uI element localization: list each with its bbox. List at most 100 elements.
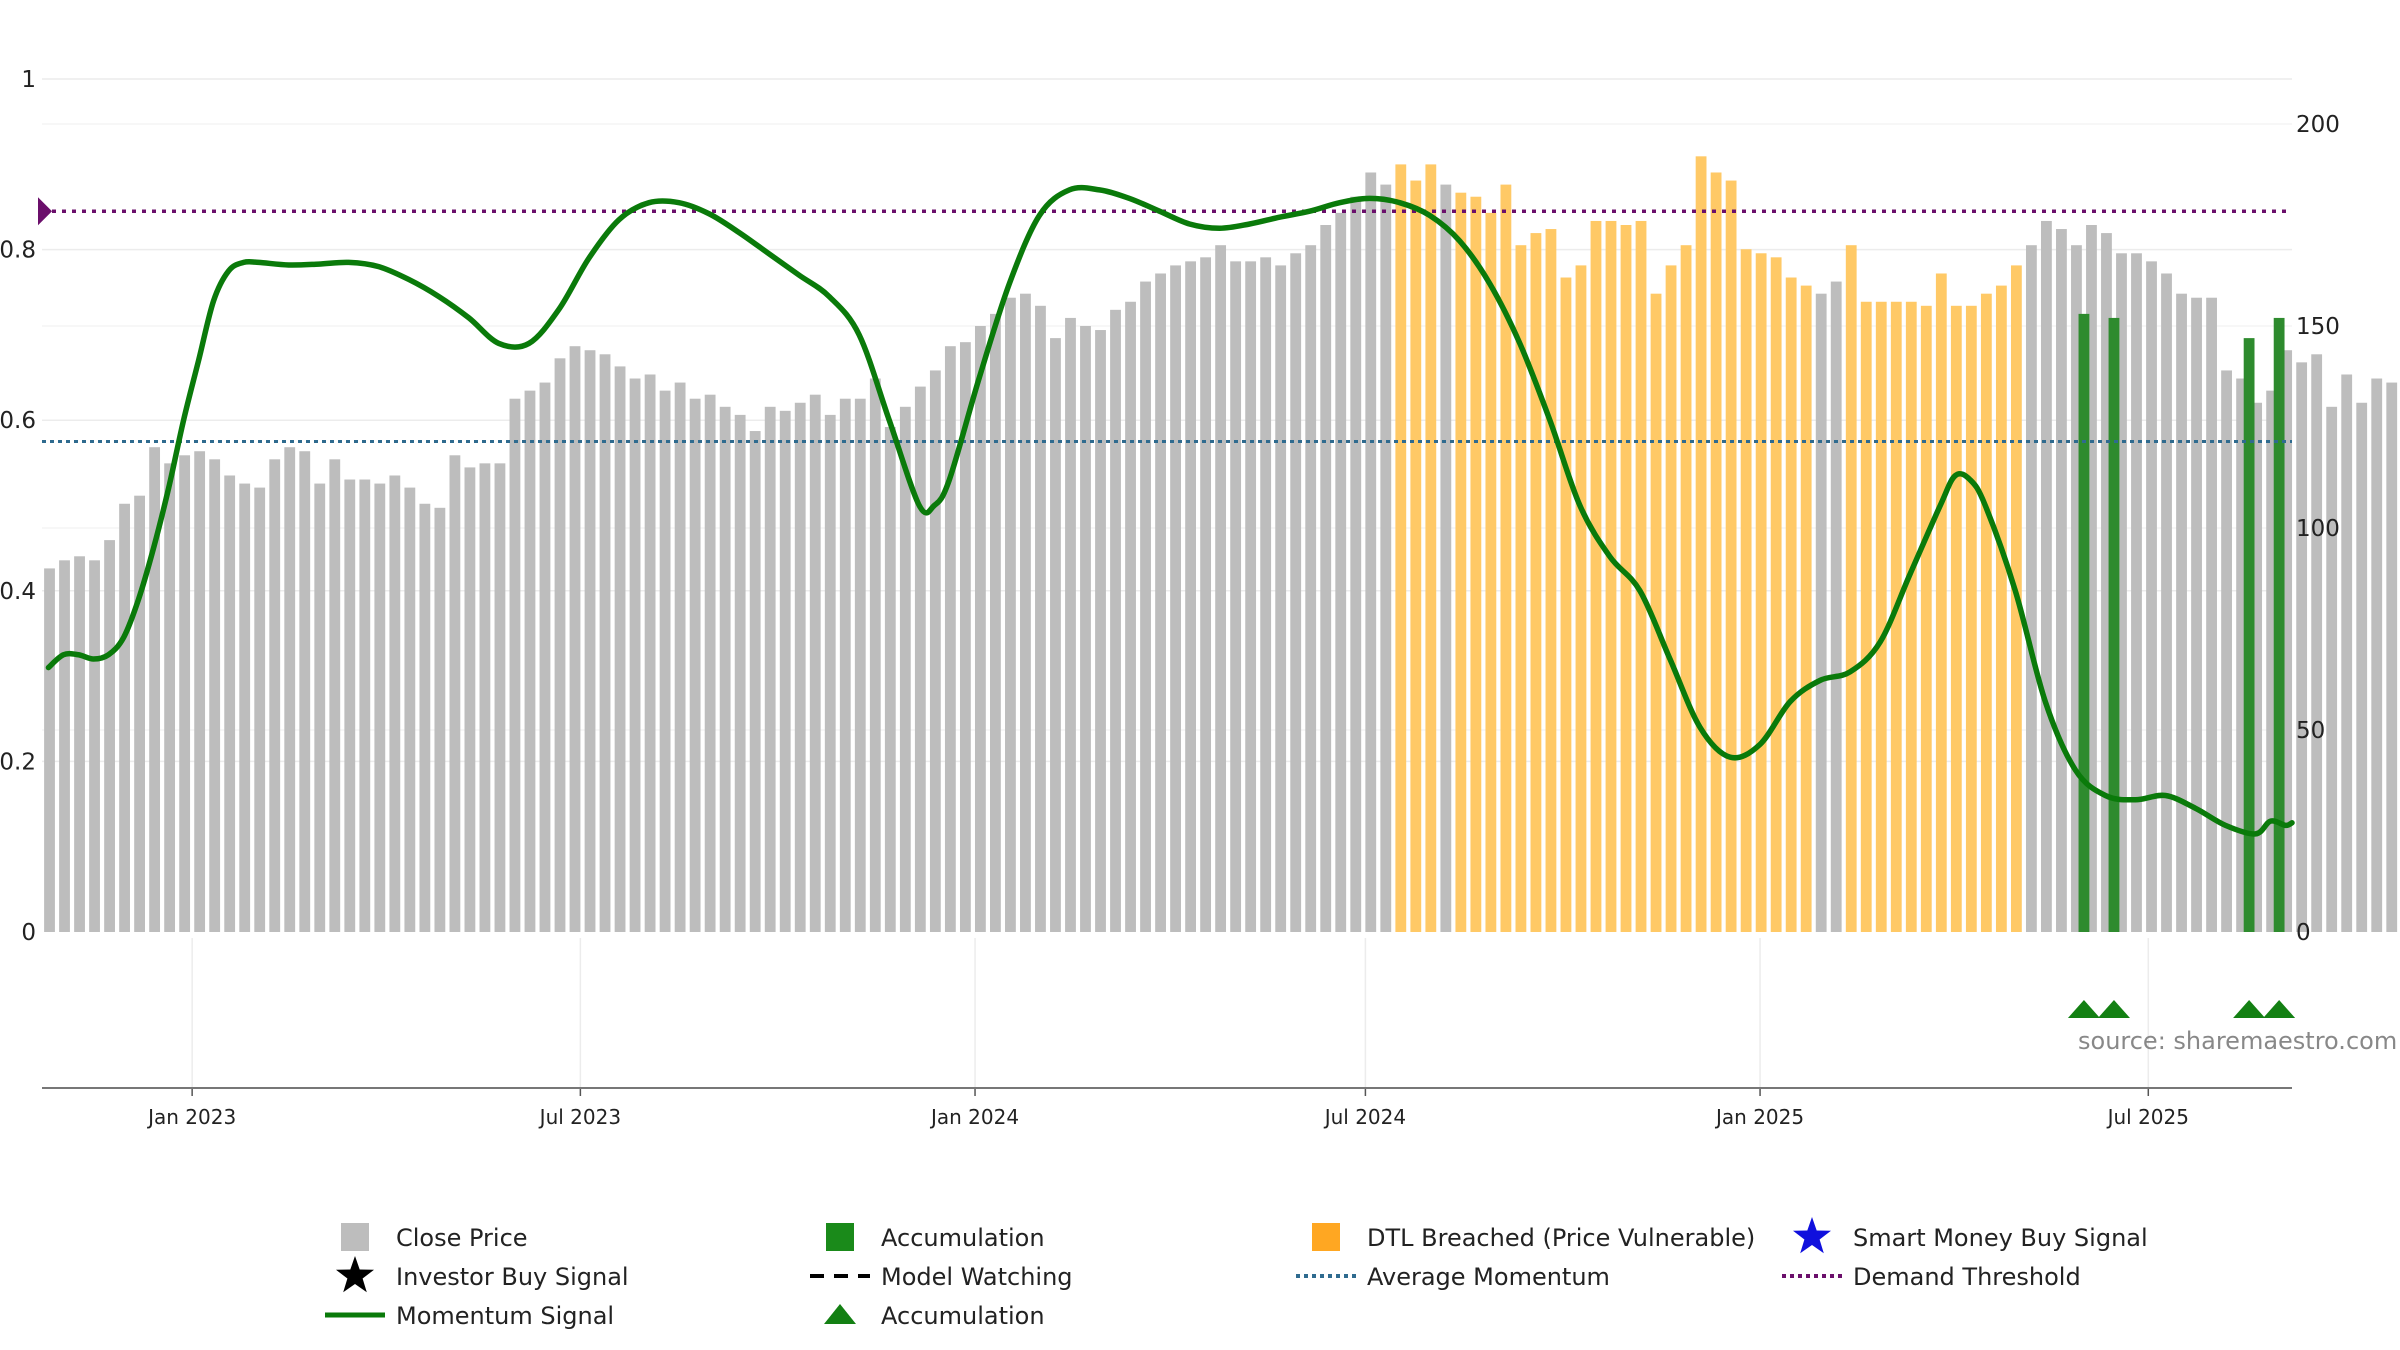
price-bar	[1080, 326, 1091, 932]
dtl-breached-bar	[1740, 249, 1752, 933]
dtl-breached-bar	[1665, 265, 1677, 932]
square-icon	[341, 1223, 369, 1251]
price-bar	[2071, 245, 2082, 932]
price-bar	[839, 398, 851, 933]
accumulation-triangle	[2067, 1000, 2100, 1018]
momentum-signal-line	[45, 184, 2295, 837]
legend-label: Average Momentum	[1367, 1263, 1610, 1291]
price-bar	[419, 503, 431, 932]
price-bar	[704, 394, 716, 932]
price-bar	[134, 495, 145, 932]
price-bar	[1440, 184, 1452, 933]
star-icon	[336, 1256, 374, 1293]
dtl-breached-bar	[1455, 192, 1467, 932]
dtl-breached-bar	[1875, 301, 1887, 932]
dtl-breached-bar	[1920, 305, 1932, 932]
price-bar	[149, 447, 161, 932]
dtl-breached-bar	[1890, 301, 1902, 932]
price-bar	[1350, 196, 1362, 933]
price-bar	[929, 370, 941, 932]
price-bar	[2161, 273, 2172, 933]
price-bar	[1140, 281, 1151, 932]
accumulation-triangle	[2097, 1000, 2130, 1018]
star-icon	[1793, 1217, 1831, 1254]
price-bar	[990, 313, 1001, 932]
price-bar	[764, 406, 776, 932]
price-bar	[1305, 245, 1317, 932]
dtl-breached-bar	[1470, 196, 1482, 933]
dtl-breached-bar	[1980, 293, 1992, 932]
price-bar	[1200, 257, 1212, 932]
dtl-breached-bar	[1845, 245, 1857, 932]
accumulation-triangle	[2263, 1000, 2296, 1018]
price-bar	[464, 467, 476, 932]
price-bar	[179, 455, 191, 932]
price-bar	[2206, 297, 2217, 933]
price-bar	[1020, 293, 1031, 932]
left-tick-label: 0.2	[0, 749, 36, 775]
price-bar	[254, 487, 266, 932]
dtl-breached-bar	[1950, 305, 1962, 932]
price-bar	[269, 459, 281, 932]
price-bar	[884, 427, 896, 932]
legend-label: Accumulation	[881, 1302, 1045, 1330]
dtl-breached-bar	[1725, 180, 1737, 932]
price-bar	[509, 398, 521, 933]
legend-item: Smart Money Buy Signal	[1793, 1217, 2148, 1254]
price-bar	[2086, 225, 2097, 932]
price-bar	[2116, 253, 2127, 932]
price-bar	[299, 451, 311, 932]
price-bar	[2025, 245, 2037, 932]
price-bar	[1335, 212, 1347, 932]
price-bar	[959, 342, 971, 932]
dtl-breached-bar	[1395, 164, 1407, 932]
price-bar	[659, 390, 671, 932]
price-bar	[2371, 378, 2383, 932]
price-bar	[374, 483, 386, 932]
dtl-breached-bar	[1650, 293, 1662, 932]
dtl-breached-bar	[1785, 277, 1797, 932]
dtl-breached-bar	[1755, 253, 1767, 932]
accumulation-bar	[2243, 338, 2255, 932]
accumulation-bar	[2078, 313, 2090, 932]
price-bar	[794, 402, 806, 932]
price-bar	[899, 406, 911, 932]
x-tick-label: Jul 2025	[2106, 1105, 2189, 1129]
dtl-breached-bar	[1575, 265, 1587, 932]
price-bar	[74, 556, 85, 932]
price-bar	[344, 479, 356, 932]
accumulation-triangle	[2233, 1000, 2266, 1018]
legend-item: Model Watching	[810, 1263, 1073, 1291]
dtl-breached-bar	[1680, 245, 1692, 932]
price-bar	[1215, 245, 1227, 932]
price-bar	[119, 503, 130, 932]
price-bar	[209, 459, 221, 932]
price-bar	[689, 398, 701, 933]
price-bar	[2386, 382, 2398, 932]
dtl-breached-bar	[1410, 180, 1422, 932]
price-bar	[2191, 297, 2202, 933]
momentum-signal	[45, 184, 2295, 837]
price-bar	[2281, 350, 2293, 932]
dtl-breached-bar	[1635, 220, 1647, 932]
dtl-breached-bar	[1515, 245, 1527, 932]
dtl-breached-bar	[1560, 277, 1572, 932]
price-bar	[2176, 293, 2187, 932]
price-bar	[59, 560, 70, 932]
price-bars	[44, 156, 2398, 933]
price-bar	[1050, 338, 1061, 932]
price-bar	[1005, 297, 1016, 933]
price-bar	[644, 374, 656, 933]
legend-item: Momentum Signal	[325, 1302, 614, 1330]
legend-label: Accumulation	[881, 1224, 1045, 1252]
right-tick-label: 0	[2296, 920, 2311, 946]
price-bar	[2101, 233, 2112, 932]
accumulation-markers	[2067, 1000, 2296, 1018]
legend-item: Accumulation	[826, 1223, 1045, 1252]
legend-label: Close Price	[396, 1224, 528, 1252]
price-bar	[2251, 402, 2263, 932]
price-bar	[629, 378, 641, 932]
dtl-breached-bar	[1860, 301, 1872, 932]
price-bar	[599, 354, 611, 932]
